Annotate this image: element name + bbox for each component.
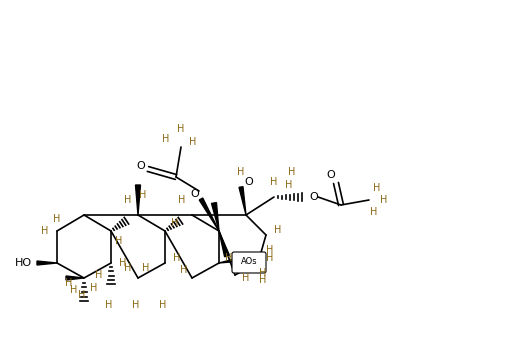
Text: H: H: [266, 253, 274, 263]
Text: H: H: [65, 278, 73, 288]
Text: H: H: [115, 236, 123, 246]
Text: H: H: [270, 177, 278, 187]
Text: H: H: [79, 290, 86, 300]
Polygon shape: [37, 261, 57, 265]
Text: H: H: [53, 214, 61, 224]
Text: O: O: [310, 192, 318, 202]
Text: H: H: [171, 218, 179, 228]
Text: H: H: [159, 300, 167, 310]
Text: H: H: [380, 195, 388, 205]
Text: H: H: [259, 275, 267, 285]
Text: H: H: [259, 268, 267, 278]
Text: AOs: AOs: [241, 257, 257, 267]
Text: H: H: [142, 263, 150, 273]
Text: H: H: [124, 263, 132, 273]
Text: O: O: [136, 161, 145, 171]
Text: HO: HO: [14, 258, 32, 268]
Text: H: H: [177, 124, 184, 134]
Text: O: O: [191, 189, 199, 199]
Text: H: H: [237, 167, 245, 177]
Text: H: H: [132, 300, 140, 310]
Polygon shape: [219, 231, 229, 257]
Polygon shape: [211, 203, 219, 231]
Polygon shape: [66, 276, 84, 280]
Text: H: H: [226, 253, 233, 263]
Text: H: H: [95, 270, 103, 280]
Text: H: H: [41, 226, 48, 236]
Text: H: H: [180, 265, 188, 275]
Text: H: H: [124, 195, 132, 205]
Text: H: H: [70, 285, 77, 295]
Text: H: H: [373, 183, 380, 193]
Text: H: H: [90, 283, 97, 293]
Text: O: O: [245, 177, 253, 187]
Text: H: H: [119, 258, 126, 268]
Text: H: H: [173, 253, 181, 263]
Polygon shape: [219, 256, 248, 263]
Polygon shape: [239, 187, 246, 215]
Polygon shape: [199, 198, 219, 231]
Text: H: H: [370, 207, 378, 217]
Text: H: H: [105, 300, 113, 310]
Text: H: H: [266, 245, 274, 255]
Polygon shape: [135, 185, 141, 215]
Text: H: H: [288, 167, 296, 177]
Text: H: H: [285, 180, 292, 190]
Text: H: H: [242, 273, 250, 283]
Text: H: H: [178, 195, 186, 205]
Text: H: H: [162, 134, 170, 144]
Text: H: H: [139, 190, 147, 200]
Text: O: O: [327, 170, 335, 180]
Text: H: H: [275, 225, 282, 235]
Text: H: H: [189, 137, 197, 147]
FancyBboxPatch shape: [232, 252, 266, 273]
